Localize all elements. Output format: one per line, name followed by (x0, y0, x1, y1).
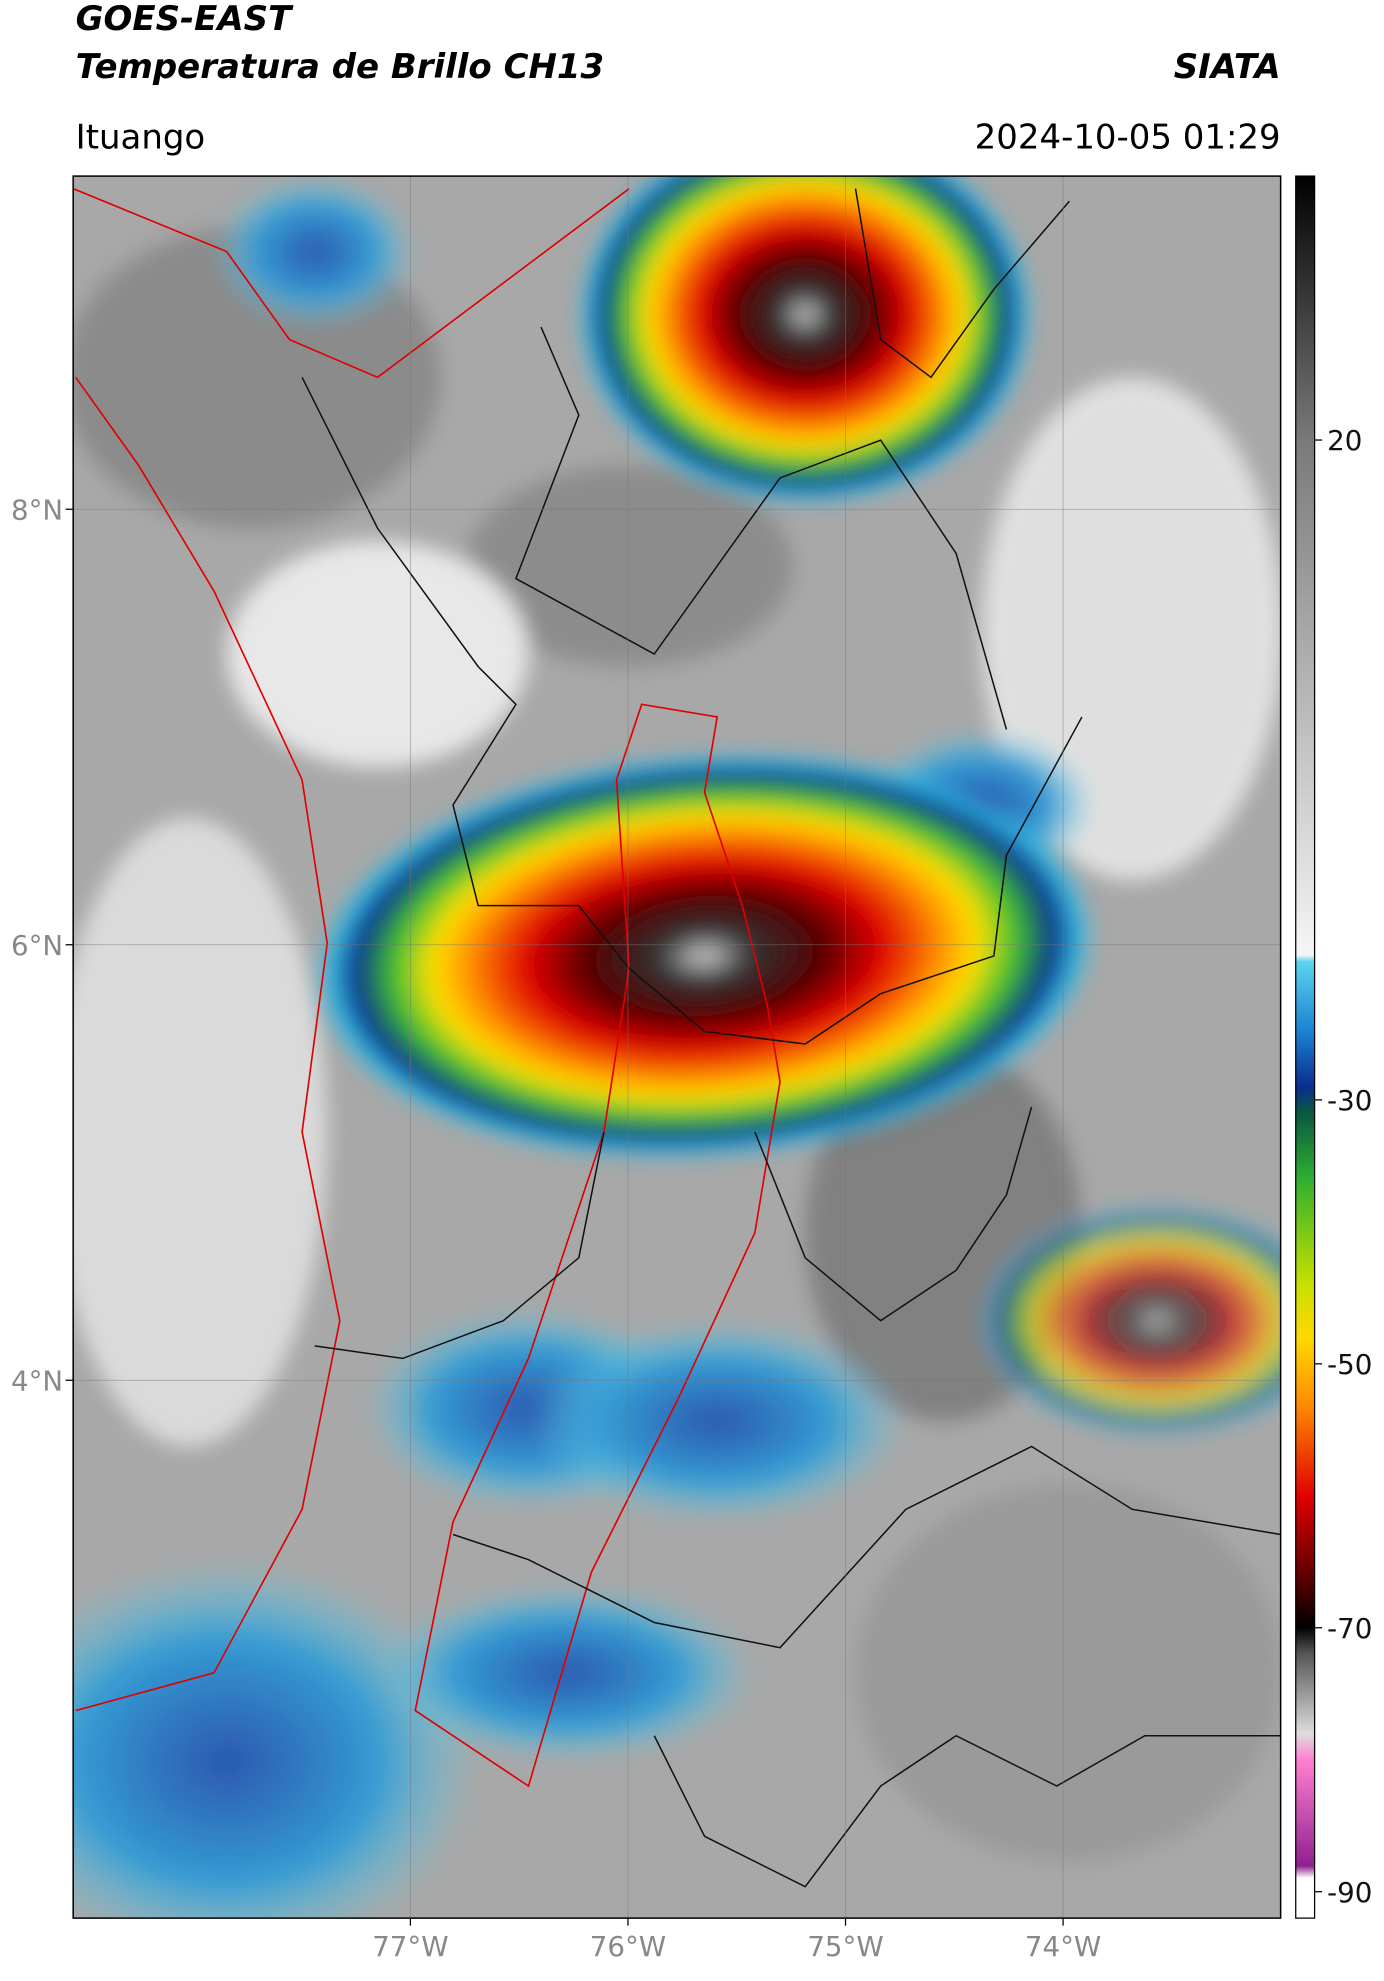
map-frame (72, 175, 1282, 1919)
y-tick-label: 4°N (11, 1364, 63, 1397)
x-tick-label: 74°W (1025, 1930, 1101, 1963)
colorbar-tick-label: 20 (1327, 424, 1362, 457)
colorbar-tick-label: -30 (1327, 1084, 1372, 1117)
colorbar-tick-label: -70 (1327, 1612, 1372, 1645)
colorbar-tick-label: -50 (1327, 1348, 1372, 1381)
y-tick-label: 6°N (11, 929, 63, 962)
y-tick-label: 8°N (11, 493, 63, 526)
agency: SIATA (1174, 47, 1281, 87)
x-tick-label: 77°W (372, 1930, 448, 1963)
location: Ituango (76, 117, 206, 157)
colorbar-tick-label: -90 (1327, 1876, 1372, 1909)
colorbar (1295, 175, 1316, 1919)
satellite-image (73, 176, 1281, 1919)
timestamp: 2024-10-05 01:29 (975, 117, 1281, 157)
x-tick-label: 75°W (807, 1930, 883, 1963)
x-tick-label: 76°W (590, 1930, 666, 1963)
subtitle: Temperatura de Brillo CH13 (76, 47, 604, 87)
title: GOES-EAST (76, 0, 294, 39)
